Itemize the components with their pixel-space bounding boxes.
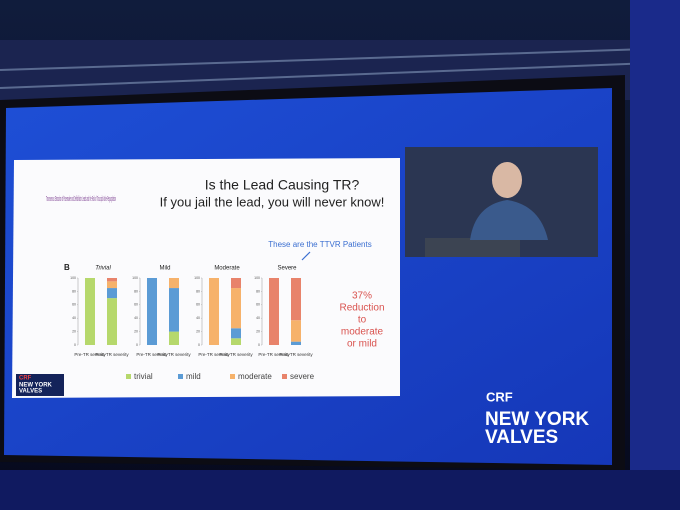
y-tick-label: 60 xyxy=(72,303,76,307)
x-tick-label: Pre-TR severity xyxy=(198,352,230,357)
y-tick-label: 20 xyxy=(72,330,76,334)
panel-letter: B xyxy=(64,263,70,272)
y-tick-label: 20 xyxy=(256,330,260,334)
bar-segment xyxy=(231,338,241,345)
bar-segment xyxy=(231,328,241,339)
y-tick-label: 100 xyxy=(132,276,138,280)
y-tick-label: 100 xyxy=(70,276,76,280)
y-tick-label: 0 xyxy=(198,343,200,347)
right-curtain xyxy=(630,0,680,510)
bar-segment xyxy=(107,278,117,282)
bar-segment xyxy=(231,288,241,329)
y-tick-label: 40 xyxy=(256,316,260,320)
bar-segment xyxy=(169,331,179,345)
x-tick-label: Post-TR severity xyxy=(279,352,313,357)
panel-title: Trivial xyxy=(95,266,111,272)
y-tick-label: 80 xyxy=(256,289,260,293)
x-tick-label: Pre-TR severity xyxy=(258,352,290,357)
y-tick-label: 80 xyxy=(72,289,76,293)
slide-logo-line: VALVES xyxy=(19,389,42,395)
panel-title: Mild xyxy=(159,266,170,272)
legend-label: moderate xyxy=(238,372,272,381)
bar-segment xyxy=(291,320,301,342)
x-tick-label: Pre-TR severity xyxy=(74,352,106,357)
slide-logo-brand: CRF xyxy=(19,376,32,382)
event-brand: CRF xyxy=(486,389,513,404)
bar-segment xyxy=(231,278,241,289)
y-tick-label: 20 xyxy=(134,330,138,334)
y-tick-label: 100 xyxy=(254,276,260,280)
legend-label: trivial xyxy=(134,372,153,381)
callout-arrow xyxy=(301,251,311,261)
legend-swatch xyxy=(282,374,287,379)
slide-subtitle: If you jail the lead, you will never kno… xyxy=(160,194,385,209)
event-line: NEW YORK xyxy=(485,409,589,430)
y-tick-label: 60 xyxy=(256,303,260,307)
y-tick-label: 80 xyxy=(196,289,200,293)
speaker-head xyxy=(492,162,522,198)
bottom-curtain xyxy=(0,470,680,510)
y-tick-label: 0 xyxy=(258,343,260,347)
y-tick-label: 60 xyxy=(134,303,138,307)
result-line: or mild xyxy=(347,339,377,350)
result-line: 37% xyxy=(352,291,372,302)
bar-segment xyxy=(169,288,179,332)
panel-title: Severe xyxy=(277,266,297,272)
result-line: Reduction xyxy=(339,303,384,314)
bar-segment xyxy=(107,298,117,345)
truss xyxy=(0,47,680,89)
bar-segment xyxy=(269,278,279,345)
y-tick-label: 60 xyxy=(196,303,200,307)
event-line: VALVES xyxy=(485,427,558,448)
bar-segment xyxy=(147,278,157,345)
slide-logo-box xyxy=(16,374,64,396)
y-tick-label: 80 xyxy=(134,289,138,293)
slide-logo-line: NEW YORK xyxy=(19,383,53,389)
y-tick-label: 40 xyxy=(72,316,76,320)
y-tick-label: 0 xyxy=(136,343,138,347)
legend-swatch xyxy=(230,374,235,379)
y-tick-label: 40 xyxy=(196,316,200,320)
paper-title: Transvenous Extraction of Pacemaker and … xyxy=(46,196,116,203)
legend-label: severe xyxy=(290,372,315,381)
x-tick-label: Post-TR severity xyxy=(95,352,129,357)
legend-label: mild xyxy=(186,372,201,381)
y-tick-label: 0 xyxy=(74,343,76,347)
speaker-body xyxy=(470,200,548,240)
bar-segment xyxy=(291,341,301,345)
x-tick-label: Post-TR severity xyxy=(157,352,191,357)
bar-segment xyxy=(85,278,95,345)
y-tick-label: 100 xyxy=(194,276,200,280)
panel-title: Moderate xyxy=(214,266,240,272)
bar-segment xyxy=(107,288,117,299)
slide-title: Is the Lead Causing TR? xyxy=(205,177,360,193)
x-tick-label: Pre-TR severity xyxy=(136,352,168,357)
podium xyxy=(425,238,520,257)
y-tick-label: 40 xyxy=(134,316,138,320)
x-tick-label: Post-TR severity xyxy=(219,352,253,357)
bar-segment xyxy=(169,278,179,289)
bar-segment xyxy=(291,278,301,321)
y-tick-label: 20 xyxy=(196,330,200,334)
callout: These are the TTVR Patients xyxy=(268,240,371,249)
legend-swatch xyxy=(126,374,131,379)
result-line: moderate xyxy=(341,327,384,338)
bar-segment xyxy=(107,281,117,289)
result-line: to xyxy=(358,315,367,326)
bar-segment xyxy=(209,278,219,345)
legend-swatch xyxy=(178,374,183,379)
